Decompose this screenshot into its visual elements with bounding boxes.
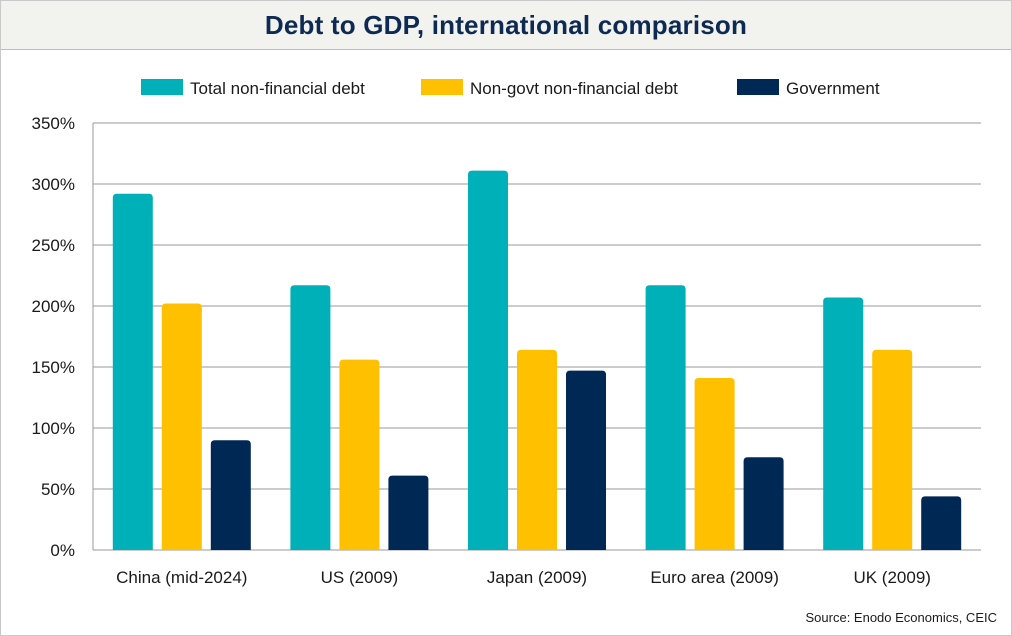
title-bar: Debt to GDP, international comparison (1, 1, 1011, 50)
x-category-label: US (2009) (321, 568, 398, 587)
chart-title: Debt to GDP, international comparison (264, 9, 748, 40)
bars (112, 170, 962, 550)
y-tick-label: 200% (32, 297, 75, 316)
bar-government (210, 440, 251, 550)
bar-government (388, 475, 429, 550)
bar-total-non-financial-debt (468, 170, 508, 550)
y-tick-label: 100% (32, 419, 75, 438)
bar-non-govt-non-financial-debt (694, 377, 735, 550)
legend-swatch (421, 79, 463, 95)
x-category-label: Euro area (2009) (650, 568, 779, 587)
y-tick-label: 150% (32, 358, 75, 377)
y-tick-label: 350% (32, 114, 75, 133)
bar-government (566, 370, 606, 550)
legend-swatch (141, 79, 183, 95)
bar-government (921, 496, 962, 550)
bar-total-non-financial-debt (645, 285, 686, 550)
x-axis: China (mid-2024) US (2009) Japan (2009) Eur… (116, 568, 931, 587)
bar-non-govt-non-financial-debt (517, 349, 557, 550)
legend: Total non-financial debt Non-govt non-fin… (141, 79, 880, 98)
legend-swatch (737, 79, 779, 95)
bar-total-non-financial-debt (112, 193, 153, 550)
legend-label: Total non-financial debt (190, 79, 365, 98)
bar-government (743, 457, 784, 550)
y-tick-label: 50% (41, 480, 75, 499)
y-tick-label: 250% (32, 236, 75, 255)
bar-non-govt-non-financial-debt (872, 349, 913, 550)
y-tick-label: 0% (50, 541, 75, 560)
source-note: Source: Enodo Economics, CEIC (805, 610, 997, 625)
x-category-label: China (mid-2024) (116, 568, 247, 587)
bar-non-govt-non-financial-debt (339, 359, 380, 550)
x-category-label: UK (2009) (853, 568, 930, 587)
bar-non-govt-non-financial-debt (161, 303, 202, 550)
bar-total-non-financial-debt (290, 285, 331, 550)
y-axis: 0% 50% 100% 150% 200% 250% 300% 350% (32, 114, 94, 560)
legend-label: Government (786, 79, 880, 98)
y-tick-label: 300% (32, 175, 75, 194)
bar-total-non-financial-debt (823, 297, 864, 550)
legend-label: Non-govt non-financial debt (470, 79, 678, 98)
x-category-label: Japan (2009) (487, 568, 587, 587)
